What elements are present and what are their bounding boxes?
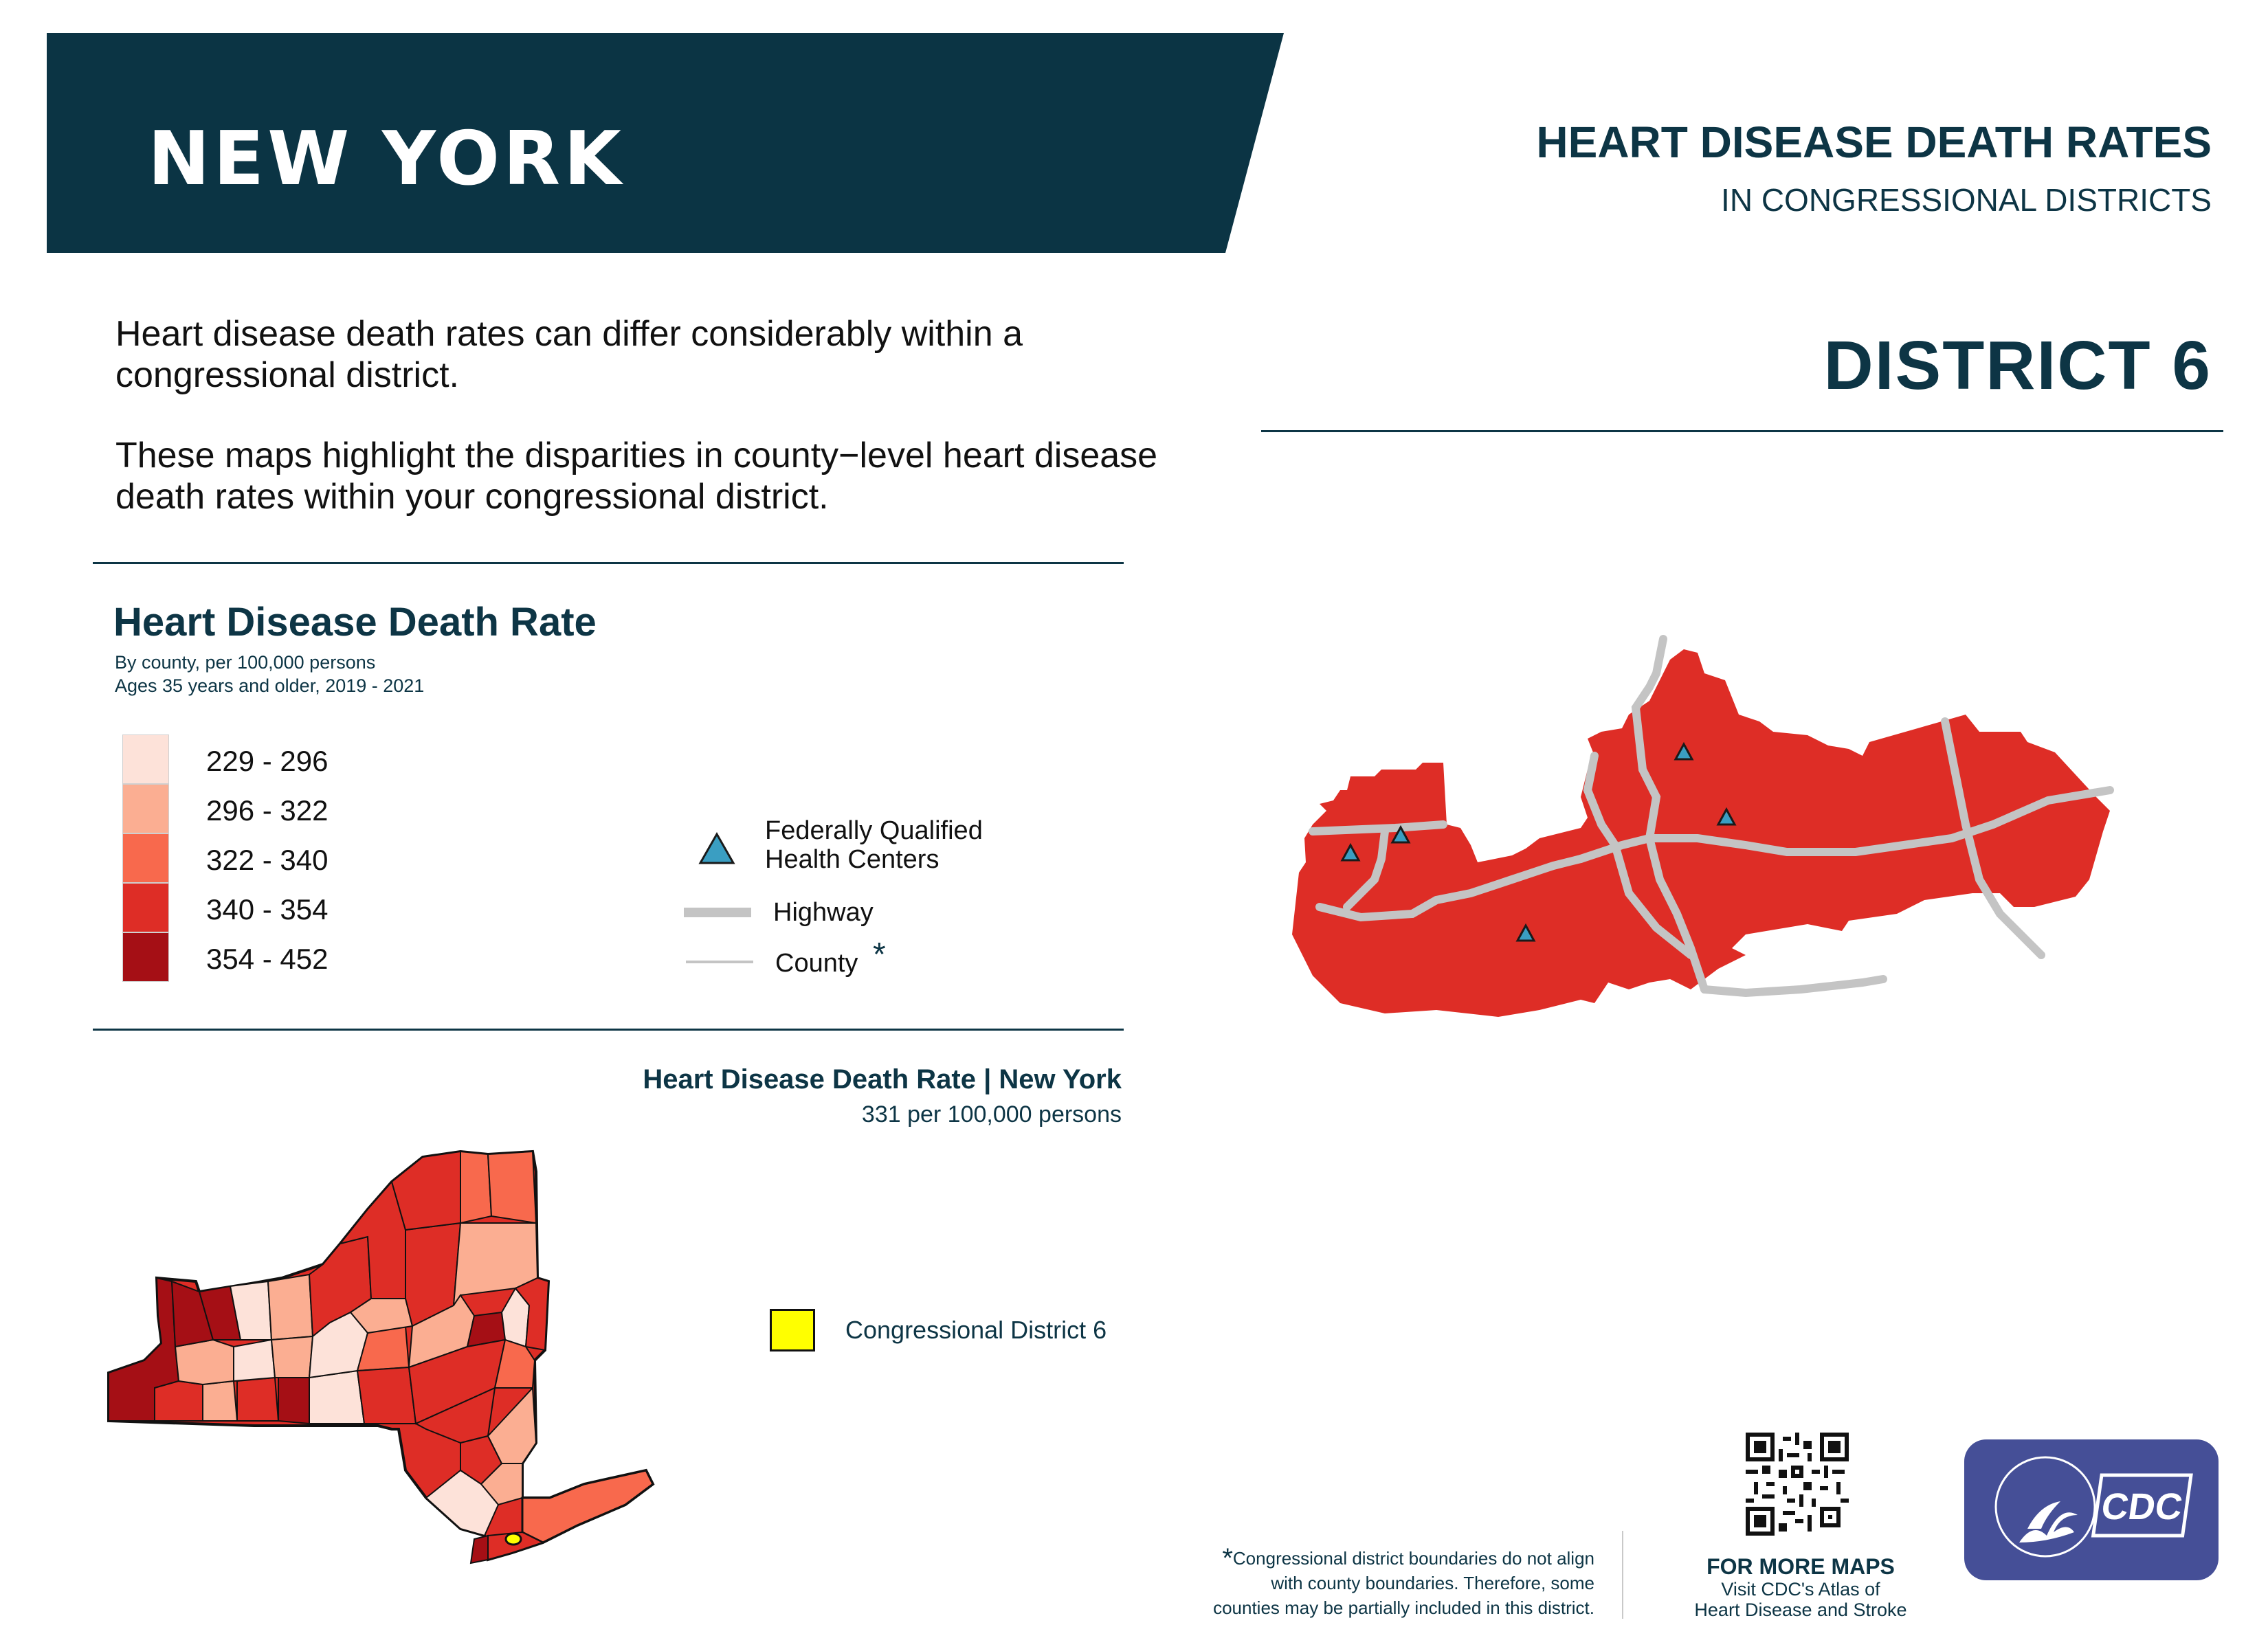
fqhc-triangle-icon — [698, 831, 735, 864]
report-subtitle: IN CONGRESSIONAL DISTRICTS — [1721, 182, 2212, 218]
divider-legend-top — [93, 562, 1124, 564]
more-maps-heading: FOR MORE MAPS — [1706, 1554, 1895, 1579]
more-maps-line-1: Visit CDC's Atlas of — [1721, 1579, 1880, 1600]
legend-subtitle-1: By county, per 100,000 persons — [115, 652, 376, 673]
footer-divider — [1622, 1531, 1623, 1619]
legend-subtitle-2: Ages 35 years and older, 2019 - 2021 — [115, 675, 425, 696]
footnote-marker: * — [1222, 1543, 1233, 1573]
district-highlight-label: Congressional District 6 — [845, 1316, 1107, 1344]
header-banner — [47, 33, 1284, 253]
district-highlight-swatch — [770, 1309, 815, 1351]
divider-legend-bottom — [93, 1029, 1124, 1031]
highway-label: Highway — [773, 898, 874, 927]
legend-swatch-4 — [122, 883, 169, 932]
divider-right — [1261, 430, 2223, 432]
footnote: *Congressional district boundaries do no… — [1120, 1543, 1594, 1620]
new-york-state-map — [107, 1149, 655, 1564]
fqhc-label-line-1: Federally Qualified — [765, 816, 983, 845]
fqhc-marker — [1674, 741, 1694, 761]
fqhc-marker — [1390, 824, 1411, 844]
fqhc-marker — [1515, 923, 1536, 942]
cdc-logo-text: CDC — [2099, 1486, 2185, 1527]
footnote-line-3: counties may be partially included in th… — [1213, 1597, 1594, 1618]
legend-label-2: 296 - 322 — [206, 794, 329, 827]
district-6-map — [1292, 635, 2114, 1017]
legend-title: Heart Disease Death Rate — [113, 600, 597, 644]
footnote-line-1: Congressional district boundaries do not… — [1232, 1548, 1594, 1569]
fqhc-marker — [1716, 807, 1737, 826]
county-line-icon — [686, 961, 753, 963]
state-map-title: Heart Disease Death Rate | New York — [643, 1064, 1122, 1095]
footnote-line-2: with county boundaries. Therefore, some — [1271, 1573, 1594, 1593]
legend-swatch-1 — [122, 734, 169, 784]
district-title: DISTRICT 6 — [1823, 327, 2212, 404]
state-rate: 331 per 100,000 persons — [861, 1101, 1122, 1128]
legend-label-1: 229 - 296 — [206, 745, 329, 777]
district-6-highlight — [504, 1532, 522, 1546]
fqhc-marker — [1340, 842, 1361, 862]
legend-label-5: 354 - 452 — [206, 943, 329, 975]
intro-paragraph-1: Heart disease death rates can differ con… — [115, 314, 1023, 395]
fqhc-label-line-2: Health Centers — [765, 845, 940, 874]
legend-label-4: 340 - 354 — [206, 893, 329, 926]
state-title: NEW YORK — [148, 116, 625, 202]
hhs-seal-icon — [1994, 1456, 2096, 1558]
county-note-marker: * — [873, 936, 886, 973]
intro-paragraph-2: These maps highlight the disparities in … — [115, 436, 1158, 517]
county-label: County — [775, 949, 858, 978]
highway-line-icon — [684, 908, 751, 917]
more-maps-block: FOR MORE MAPS Visit CDC's Atlas of Heart… — [1677, 1554, 1924, 1620]
report-title: HEART DISEASE DEATH RATES — [1536, 117, 2212, 167]
more-maps-line-2: Heart Disease and Stroke — [1694, 1600, 1907, 1620]
cdc-hhs-logo[interactable]: CDC — [1964, 1439, 2219, 1580]
legend-label-3: 322 - 340 — [206, 844, 329, 876]
legend-swatch-5 — [122, 932, 169, 982]
legend-swatch-2 — [122, 784, 169, 833]
legend-swatch-3 — [122, 833, 169, 883]
qr-code-icon[interactable] — [1746, 1433, 1849, 1536]
